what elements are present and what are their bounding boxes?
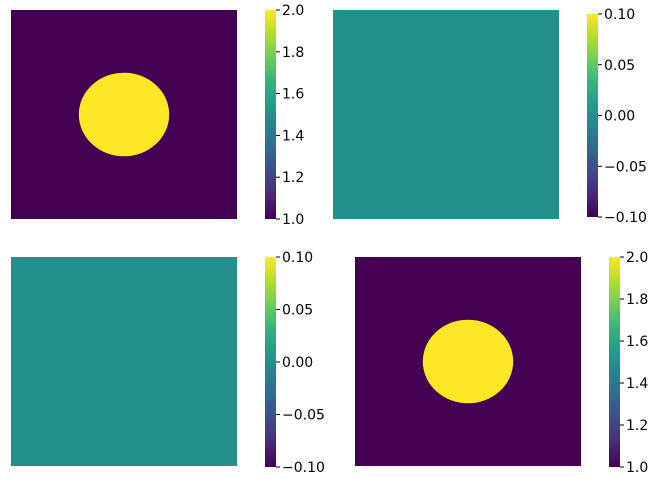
colorbar-tick-label: 1.4 — [282, 128, 304, 144]
colorbar-tick-label: 1.4 — [626, 376, 648, 392]
colorbar-tick-label: 1.0 — [282, 212, 304, 228]
heatmap-disk — [422, 319, 514, 404]
colorbar — [587, 14, 598, 217]
colorbar — [265, 10, 276, 219]
heatmap-field — [333, 10, 559, 219]
colorbar-tick-label: 0.05 — [604, 58, 635, 74]
heatmap-disk — [78, 72, 170, 157]
colorbar-tick-label: 0.10 — [604, 7, 635, 23]
panel-1: 1.0 1.2 1.4 1.6 1.8 2.0 — [11, 3, 304, 228]
colorbar-tick-label: 0.00 — [282, 355, 313, 371]
panel-3: −0.10 −0.05 0.00 0.05 0.10 — [11, 250, 325, 476]
colorbar-tick-label: −0.10 — [604, 210, 647, 226]
colorbar-tick-label: 0.10 — [282, 250, 313, 266]
heatmap-field — [11, 257, 237, 466]
colorbar-tick-label: 2.0 — [626, 250, 648, 266]
colorbar-tick-label: 1.0 — [626, 460, 648, 476]
panel-4: 1.0 1.2 1.4 1.6 1.8 2.0 — [355, 250, 648, 476]
colorbar-tick-label: −0.05 — [604, 159, 647, 175]
panel-2: −0.10 −0.05 0.00 0.05 0.10 — [333, 7, 647, 226]
colorbar-tick-label: 1.2 — [282, 170, 304, 186]
colorbar-tick-label: −0.10 — [282, 460, 325, 476]
colorbar-tick-label: 1.2 — [626, 418, 648, 434]
colorbar-tick-label: 1.6 — [626, 334, 648, 350]
colorbar-tick-label: 1.6 — [282, 87, 304, 103]
colorbar-tick-label: 0.05 — [282, 303, 313, 319]
colorbar — [609, 257, 620, 467]
colorbar-tick-label: 1.8 — [282, 45, 304, 61]
colorbar-tick-label: 1.8 — [626, 292, 648, 308]
colorbar-tick-label: 0.00 — [604, 109, 635, 125]
colorbar-tick-label: 2.0 — [282, 3, 304, 19]
colorbar — [265, 257, 276, 467]
colorbar-tick-label: −0.05 — [282, 408, 325, 424]
